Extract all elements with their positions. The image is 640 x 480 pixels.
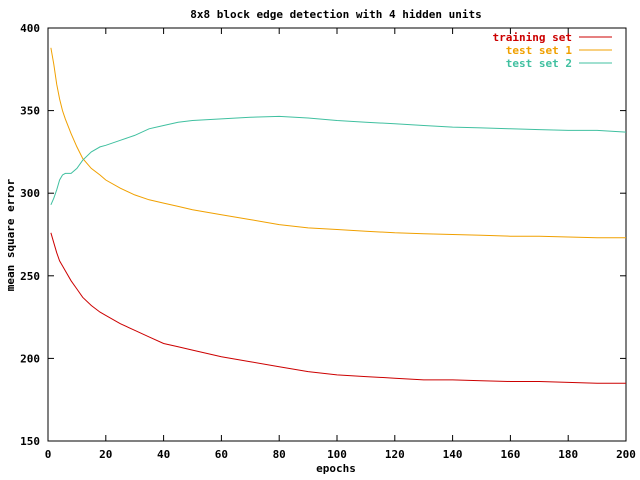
x-tick-label: 140: [443, 448, 463, 461]
x-tick-label: 0: [45, 448, 52, 461]
series-layer: [50, 47, 627, 384]
x-tick-label: 180: [558, 448, 578, 461]
legend-label: training set: [493, 31, 572, 44]
y-tick-label: 300: [20, 187, 40, 200]
y-tick-label: 250: [20, 270, 40, 283]
y-tick-label: 200: [20, 352, 40, 365]
x-tick-label: 80: [273, 448, 286, 461]
series-line-test-set-1: [50, 47, 626, 239]
x-tick-label: 200: [616, 448, 636, 461]
x-axis-label: epochs: [316, 462, 356, 475]
y-tick-label: 150: [20, 435, 40, 448]
axis-ticks: 0 20 40 60 80 100 120 140 160 180 200 150 200 250 300 3…: [20, 22, 636, 461]
legend-label: test set 1: [506, 44, 573, 57]
series-line-training-set: [50, 232, 626, 384]
series-line-test-set-2: [50, 115, 627, 206]
y-tick-label: 350: [20, 105, 40, 118]
x-tick-label: 120: [385, 448, 405, 461]
legend-label: test set 2: [506, 57, 572, 70]
y-axis-label: mean square error: [4, 178, 17, 291]
plot-frame: [47, 27, 627, 442]
chart-title: 8x8 block edge detection with 4 hidden u…: [190, 8, 481, 21]
x-tick-label: 20: [99, 448, 112, 461]
x-tick-label: 160: [500, 448, 520, 461]
x-tick-label: 40: [157, 448, 170, 461]
y-tick-label: 400: [20, 22, 40, 35]
x-tick-label: 100: [327, 448, 347, 461]
x-tick-label: 60: [215, 448, 228, 461]
